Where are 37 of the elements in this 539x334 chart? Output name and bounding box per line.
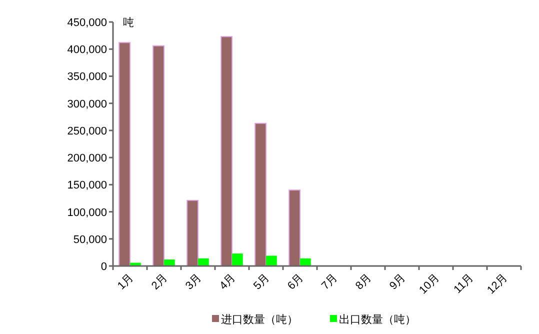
bar: [152, 45, 164, 266]
y-tick-label: 0: [100, 261, 107, 273]
bar: [300, 258, 311, 266]
bar: [232, 254, 243, 266]
y-tick-label: 100,000: [67, 206, 107, 219]
bar: [266, 256, 277, 266]
x-tick-label: 7月: [320, 272, 340, 292]
bar: [220, 36, 232, 266]
y-tick-label: 200,000: [67, 152, 107, 165]
x-tick-label: 5月: [252, 272, 272, 292]
x-tick-label: 8月: [354, 272, 374, 292]
y-tick-label: 150,000: [67, 180, 107, 192]
y-tick-label: 250,000: [67, 125, 107, 138]
bar: [130, 262, 141, 266]
x-tick-label: 12月: [485, 272, 510, 297]
x-tick-label: 1月: [116, 272, 136, 292]
x-tick-label: 6月: [286, 272, 306, 292]
x-tick-label: 2月: [150, 272, 170, 292]
bar: [198, 258, 209, 266]
bar: [186, 200, 198, 266]
y-axis-title: 吨: [123, 16, 134, 29]
bar: [118, 42, 130, 266]
y-tick-label: 400,000: [67, 44, 107, 56]
y-tick-label: 300,000: [67, 98, 107, 110]
legend-label: 出口数量（吨）: [339, 313, 416, 326]
bar: [288, 190, 300, 266]
legend-label: 进口数量（吨）: [221, 313, 298, 326]
x-tick-label: 4月: [218, 272, 238, 292]
y-tick-label: 50,000: [73, 234, 107, 246]
y-tick-label: 450,000: [67, 17, 107, 29]
x-tick-label: 11月: [452, 272, 476, 296]
x-tick-label: 3月: [184, 272, 204, 292]
x-tick-label: 9月: [388, 272, 408, 292]
y-tick-label: 350,000: [67, 71, 107, 84]
x-tick-label: 10月: [417, 272, 442, 297]
bar: [164, 259, 175, 266]
bar: [254, 122, 266, 266]
